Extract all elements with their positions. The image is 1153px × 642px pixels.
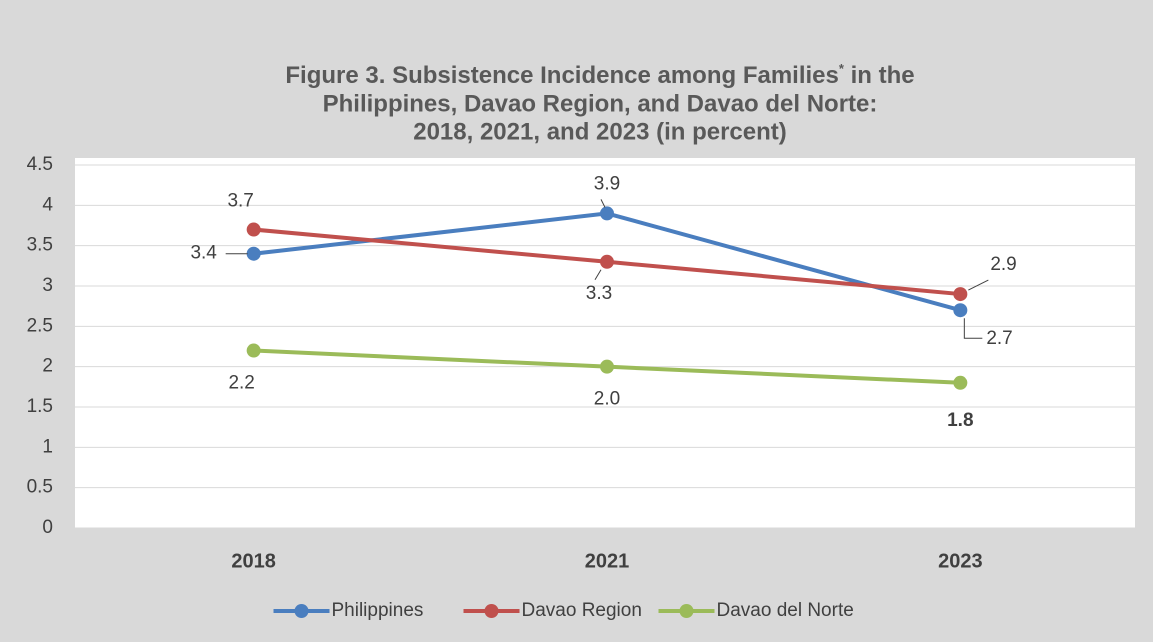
chart-title: Philippines, Davao Region, and Davao del… (323, 90, 878, 117)
legend-label: Philippines (332, 600, 424, 621)
y-tick-label: 0 (42, 517, 53, 538)
x-tick-label: 2023 (938, 550, 983, 572)
data-label: 2.9 (990, 254, 1016, 275)
x-tick-label: 2021 (585, 550, 630, 572)
leader-line (968, 279, 989, 291)
y-tick-label: 3.5 (27, 235, 53, 256)
point (953, 287, 968, 302)
legend-label: Davao del Norte (717, 600, 854, 621)
y-tick-label: 4 (42, 194, 53, 215)
chart-title: Figure 3. Subsistence Incidence among Fa… (285, 61, 914, 89)
legend-marker (484, 604, 499, 618)
leader-line (594, 269, 602, 281)
point (600, 254, 614, 269)
y-tick-label: 0.5 (27, 477, 53, 498)
y-tick-label: 2 (42, 356, 53, 377)
point (953, 303, 968, 318)
point (953, 375, 968, 390)
y-tick-label: 3 (42, 275, 53, 296)
legend-marker (294, 604, 309, 618)
leader-line (600, 199, 606, 208)
y-tick-label: 2.5 (27, 315, 53, 336)
chart-title: 2018, 2021, and 2023 (in percent) (413, 118, 787, 145)
point (246, 222, 261, 237)
x-tick-label: 2018 (231, 550, 276, 572)
legend-label: Davao Region (522, 600, 642, 621)
point (246, 343, 261, 358)
leader-line (963, 318, 983, 339)
data-label: 3.9 (594, 173, 620, 194)
data-label: 2.7 (986, 328, 1012, 349)
y-tick-label: 4.5 (27, 154, 53, 175)
data-label: 1.8 (947, 410, 973, 431)
y-tick-label: 1.5 (27, 396, 53, 417)
point (246, 246, 261, 261)
legend-marker (679, 604, 694, 618)
data-label: 2.2 (228, 373, 254, 394)
point (600, 206, 614, 221)
y-tick-label: 1 (42, 436, 53, 457)
point (600, 359, 614, 374)
data-label: 3.7 (227, 191, 253, 212)
data-label: 2.0 (594, 389, 620, 410)
data-label: 3.3 (586, 283, 612, 304)
data-label: 3.4 (190, 243, 217, 264)
